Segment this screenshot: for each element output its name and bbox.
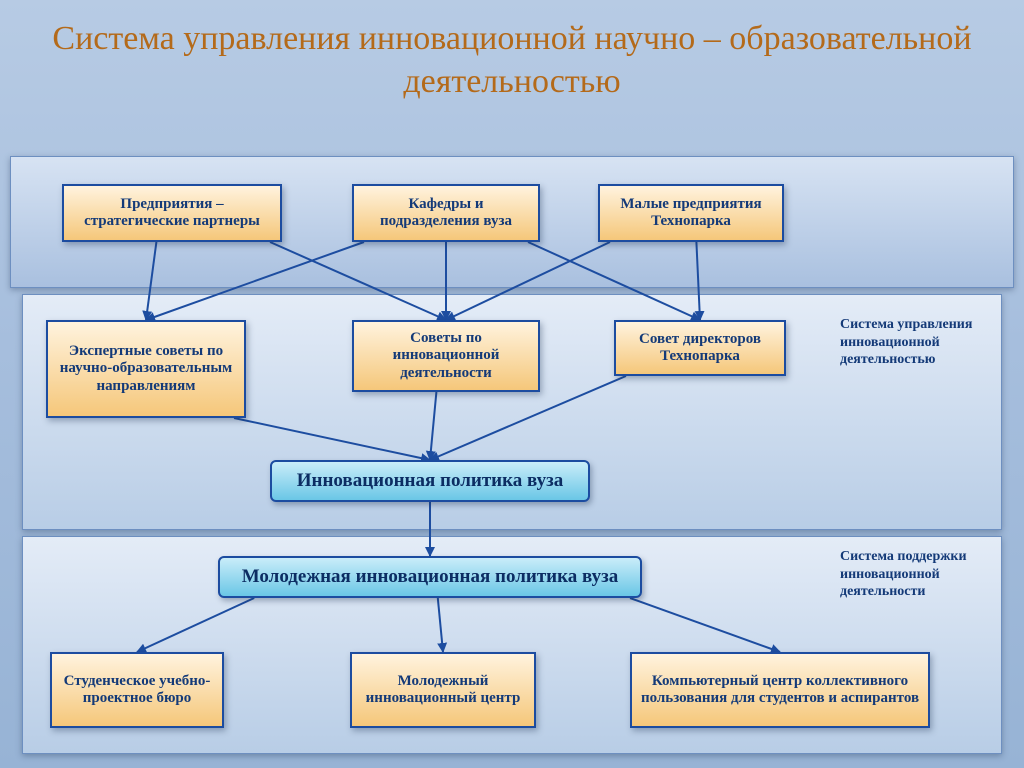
node-technopark-board: Совет директоров Технопарка <box>614 320 786 376</box>
side-label-management-system: Система управления инновационной деятель… <box>840 316 990 369</box>
side-label-support-system: Система поддержки инновационной деятельн… <box>840 548 996 601</box>
node-technopark-smallbiz: Малые предприятия Технопарка <box>598 184 784 242</box>
node-innovation-policy: Инновационная политика вуза <box>270 460 590 502</box>
node-enterprises-partners: Предприятия – стратегические партнеры <box>62 184 282 242</box>
node-innovation-councils: Советы по инновационной деятельности <box>352 320 540 392</box>
node-youth-innovation-center: Молодежный инновационный центр <box>350 652 536 728</box>
node-computer-center: Компьютерный центр коллективного пользов… <box>630 652 930 728</box>
node-expert-councils: Экспертные советы по научно-образователь… <box>46 320 246 418</box>
node-student-project-bureau: Студенческое учебно-проектное бюро <box>50 652 224 728</box>
node-departments: Кафедры и подразделения вуза <box>352 184 540 242</box>
slide-title: Система управления инновационной научно … <box>0 18 1024 103</box>
node-youth-innovation-policy: Молодежная инновационная политика вуза <box>218 556 642 598</box>
